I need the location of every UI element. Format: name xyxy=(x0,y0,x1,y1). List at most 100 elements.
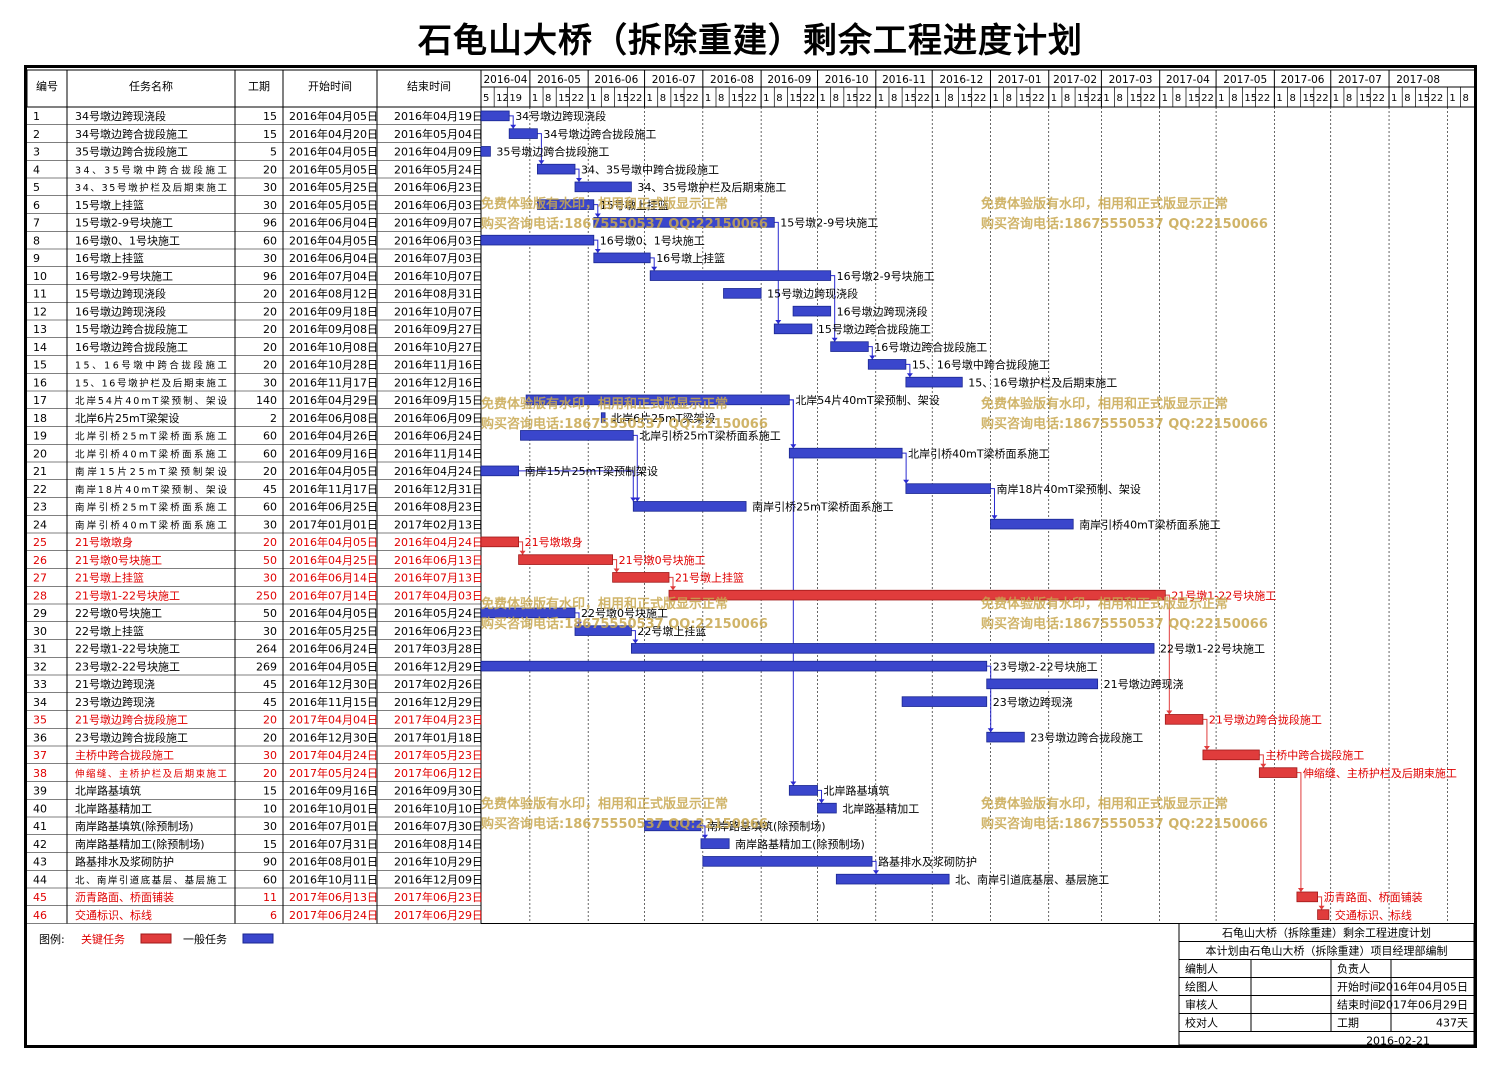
task-duration: 20 xyxy=(263,767,277,780)
task-bar xyxy=(480,660,988,672)
task-start: 2017年05月24日 xyxy=(289,766,378,780)
task-start: 2016年04月25日 xyxy=(289,553,378,567)
dependency-arrow xyxy=(670,586,676,591)
task-id: 29 xyxy=(33,607,47,620)
task-duration: 2 xyxy=(270,412,277,425)
legend-critical-swatch xyxy=(140,933,172,944)
task-duration: 15 xyxy=(263,110,277,123)
task-name: 16号墩边跨现浇段 xyxy=(75,304,166,318)
task-name: 北岸54片40mT梁预制、架设 xyxy=(75,395,227,407)
task-duration: 15 xyxy=(263,785,277,798)
dependency-link xyxy=(1296,772,1302,892)
week-label: 22 xyxy=(571,93,584,104)
task-name: 北岸路基精加工 xyxy=(75,802,152,815)
week-label: 15 xyxy=(1188,93,1201,104)
month-label: 2017-07 xyxy=(1338,74,1382,86)
week-label: 8 xyxy=(1462,93,1468,104)
column-header-end: 结束时间 xyxy=(407,80,451,93)
week-label: 8 xyxy=(545,93,551,104)
task-name: 北、南岸引道底基层、基层施工 xyxy=(75,874,227,886)
task-start: 2016年06月08日 xyxy=(289,411,378,425)
task-start: 2017年04月24日 xyxy=(289,748,378,762)
legend-normal-label: 一般任务 xyxy=(183,933,227,946)
task-id: 33 xyxy=(33,678,47,691)
week-label: 15 xyxy=(1303,93,1316,104)
task-id: 37 xyxy=(33,749,47,762)
task-duration: 140 xyxy=(256,394,277,407)
week-label: 19 xyxy=(509,93,522,104)
column-header-id: 编号 xyxy=(36,79,58,93)
week-label: 15 xyxy=(904,93,917,104)
task-bar xyxy=(792,305,832,317)
week-label: 8 xyxy=(660,93,666,104)
task-bar xyxy=(1258,767,1298,778)
task-bar xyxy=(480,465,519,477)
week-label: 22 xyxy=(1258,93,1271,104)
task-name: 34、35号墩护栏及后期束施工 xyxy=(75,182,227,194)
week-label: 15 xyxy=(673,93,686,104)
dependency-link xyxy=(789,399,794,449)
bar-label: 22号墩1-22号块施工 xyxy=(1160,642,1265,656)
task-bar xyxy=(817,802,837,814)
watermark-line2: 购买咨询电话:18675550537 QQ:22150066 xyxy=(981,416,1268,432)
task-name: 21号墩墩身 xyxy=(75,535,133,549)
task-bar xyxy=(1164,714,1204,725)
info-cell: 437天 xyxy=(1436,1017,1468,1030)
task-duration: 90 xyxy=(263,856,277,869)
month-label: 2016-11 xyxy=(882,74,926,86)
task-id: 26 xyxy=(33,554,47,567)
task-name: 15号墩上挂篮 xyxy=(75,198,144,212)
bar-label: 34、35号墩中跨合拢段施工 xyxy=(581,162,719,176)
task-duration: 30 xyxy=(263,252,277,265)
watermark-line1: 免费体验版有水印，相用和正式版显示正常 xyxy=(981,596,1228,612)
task-name: 16号墩边跨合拢段施工 xyxy=(75,340,188,354)
info-cell: 开始时间 xyxy=(1337,980,1381,994)
month-label: 2016-05 xyxy=(537,74,581,86)
dependency-arrow xyxy=(831,337,838,342)
month-label: 2017-05 xyxy=(1223,74,1267,86)
week-label: 1 xyxy=(992,93,998,104)
task-start: 2016年06月24日 xyxy=(289,642,378,656)
task-duration: 45 xyxy=(263,483,277,496)
task-start: 2016年06月04日 xyxy=(289,251,378,265)
task-name: 15号墩边跨现浇段 xyxy=(75,287,166,301)
legend-critical-label: 关键任务 xyxy=(81,932,125,946)
task-bar xyxy=(480,110,510,122)
task-end: 2016年05月24日 xyxy=(394,162,483,176)
task-name: 北岸路基填筑 xyxy=(75,784,141,798)
dependency-link xyxy=(650,257,655,271)
task-end: 2016年12月29日 xyxy=(394,659,483,673)
bar-label: 路基排水及浆砌防护 xyxy=(878,855,977,869)
week-label: 1 xyxy=(1218,93,1224,104)
info-cell: 结束时间 xyxy=(1337,999,1381,1012)
week-label: 22 xyxy=(917,93,930,104)
task-id: 38 xyxy=(33,767,47,780)
task-end: 2016年12月09日 xyxy=(394,872,483,886)
week-label: 8 xyxy=(1175,93,1181,104)
bar-label: 北岸6片25mT梁架设 xyxy=(611,411,715,425)
task-bar xyxy=(773,323,813,335)
week-label: 15 xyxy=(1359,93,1372,104)
task-bar xyxy=(668,589,1166,601)
dependency-link xyxy=(830,275,836,342)
dependency-arrow xyxy=(1203,746,1210,750)
week-label: 8 xyxy=(1290,93,1296,104)
bar-label: 21号墩边跨现浇 xyxy=(1104,677,1184,691)
task-id: 1 xyxy=(33,110,40,123)
task-start: 2016年04月05日 xyxy=(289,606,378,620)
bar-label: 北、南岸引道底基层、基层施工 xyxy=(955,872,1109,886)
week-label: 22 xyxy=(1201,93,1214,104)
task-start: 2016年07月31日 xyxy=(289,837,378,851)
task-name: 南岸引桥40mT梁桥面系施工 xyxy=(75,519,227,531)
week-label: 1 xyxy=(934,93,940,104)
task-bar xyxy=(830,341,869,352)
bar-label: 15号墩2-9号块施工 xyxy=(780,216,878,230)
dependency-arrow xyxy=(790,781,797,786)
task-duration: 269 xyxy=(256,660,277,673)
task-end: 2016年12月29日 xyxy=(394,695,483,709)
task-start: 2016年07月04日 xyxy=(289,269,378,283)
bar-label: 北岸引桥25mT梁桥面系施工 xyxy=(639,429,780,443)
dependency-arrow xyxy=(613,568,620,573)
task-bar xyxy=(702,856,873,867)
week-label: 15 xyxy=(961,93,974,104)
